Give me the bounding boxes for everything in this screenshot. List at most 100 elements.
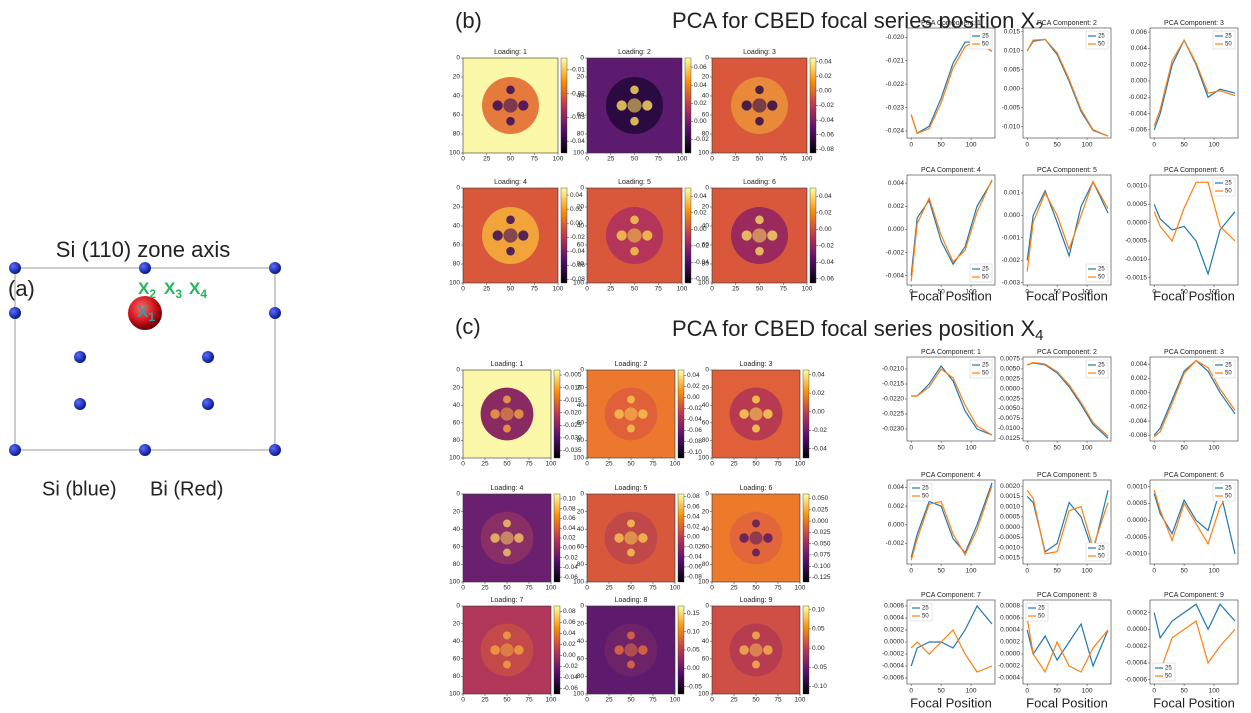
y-tick-label: 20 [577,620,585,627]
x-tick-label: 50 [938,688,946,695]
y-tick-label: 20 [453,508,461,515]
y-tick-label: 0.001 [1004,190,1021,197]
legend-label: 50 [922,494,929,500]
colorbar-tick-label: -0.06 [687,427,702,434]
y-tick-label: 100 [573,455,584,462]
x-tick-label: 25 [730,697,738,704]
loading-title: Loading: 1 [491,361,524,368]
y-tick-label: -0.0004 [1125,660,1147,667]
y-tick-label: 0 [580,603,584,610]
colorbar-tick-label: 0.10 [812,607,825,614]
y-tick-label: 0.0005 [1127,201,1147,208]
y-tick-label: -0.022 [886,81,905,88]
colorbar-tick-label: 0.04 [819,193,832,200]
colorbar-tick-label: -0.02 [563,663,578,670]
colorbar [803,370,809,458]
x-tick-label: 100 [802,156,813,163]
y-tick-label: 0.002 [1131,61,1148,68]
x-tick-label: 0 [461,585,465,592]
y-tick-label: 20 [702,74,710,81]
legend-label: 25 [1038,606,1045,612]
y-tick-label: 0 [456,55,460,62]
legend-label: 50 [1225,189,1232,195]
y-tick-label: 80 [453,673,461,680]
component-title: PCA Component: 6 [1164,167,1224,174]
y-tick-label: -0.0004 [882,663,904,670]
y-tick-label: -0.0125 [998,435,1020,442]
colorbar-tick-label: -0.02 [819,243,834,250]
x-tick-label: 50 [631,286,639,293]
heatmap [712,188,807,283]
legend-box [1153,663,1175,681]
y-tick-label: 100 [573,280,584,287]
y-tick-label: 80 [702,673,710,680]
heatmap-feature [752,98,766,112]
heatmap-feature [752,425,760,433]
colorbar-tick-label: -0.04 [819,259,834,266]
loading-title: Loading: 2 [615,361,648,368]
x-tick-label: 100 [1209,568,1220,575]
colorbar-tick-label: -0.075 [812,552,831,559]
colorbar-tick-label: 0.025 [812,507,829,514]
colorbar-tick-label: 0.00 [563,544,576,551]
heatmap-feature [630,86,639,95]
colorbar [685,58,691,153]
x-tick-label: 50 [627,461,635,468]
y-tick-label: 0.0000 [1000,385,1020,392]
y-tick-label: 0.004 [888,180,905,187]
colorbar [561,58,567,153]
y-tick-label: -0.001 [1002,235,1021,242]
y-tick-label: -0.0002 [998,663,1020,670]
y-tick-label: 0.0000 [1127,517,1147,524]
colorbar-tick-label: 0.04 [563,630,576,637]
colorbar-tick-label: 0.02 [812,390,825,397]
heatmap [587,494,675,582]
y-tick-label: 0.0002 [1000,639,1020,646]
x-tick-label: 50 [1054,568,1062,575]
x-tick-label: 0 [1152,445,1156,452]
y-tick-label: 0 [705,55,709,62]
heatmap-feature [614,645,624,655]
y-tick-label: 100 [573,579,584,586]
y-tick-label: 0.0010 [1127,483,1147,490]
heatmap-feature [627,425,635,433]
y-tick-label: 0.002 [888,203,905,210]
x-tick-label: 50 [627,585,635,592]
loading-title: Loading: 2 [618,49,651,56]
panel-title: PCA for CBED focal series position X4 [672,316,1044,344]
y-tick-label: 0 [580,491,584,498]
y-tick-label: 80 [577,437,585,444]
legend-box [970,31,992,49]
heatmap-feature [627,549,635,557]
heatmap-feature [503,396,511,404]
colorbar [678,370,684,458]
y-tick-label: -0.0005 [998,534,1020,541]
y-tick-label: -0.0050 [998,405,1020,412]
x-tick-label: 0 [461,286,465,293]
heatmap-feature [624,643,637,656]
y-tick-label: 60 [702,656,710,663]
colorbar-tick-label: 0.04 [812,371,825,378]
component-title: PCA Component: 7 [921,592,981,599]
heatmap-feature [749,643,762,656]
y-tick-label: -0.023 [886,104,905,111]
x-tick-label: 100 [966,142,977,149]
x-tick-label: 100 [795,585,806,592]
legend-box [970,360,992,378]
heatmap-feature [624,531,637,544]
y-tick-label: 100 [698,579,709,586]
positions: X2 X3 X4 X1 [137,279,207,324]
y-tick-label: -0.004 [1129,418,1148,425]
y-tick-label: 60 [702,112,710,119]
colorbar-tick-label: -0.08 [687,438,702,445]
y-tick-label: 80 [702,131,710,138]
legend-label: 25 [1225,486,1232,492]
marker: X3 [164,279,182,301]
x-tick-label: 0 [585,461,589,468]
loading-title: Loading: 3 [743,49,776,56]
heatmap [463,494,551,582]
y-tick-label: -0.002 [886,249,905,256]
y-tick-label: 0 [705,603,709,610]
marker-sub: 4 [200,287,207,301]
legend-box [1086,31,1108,49]
